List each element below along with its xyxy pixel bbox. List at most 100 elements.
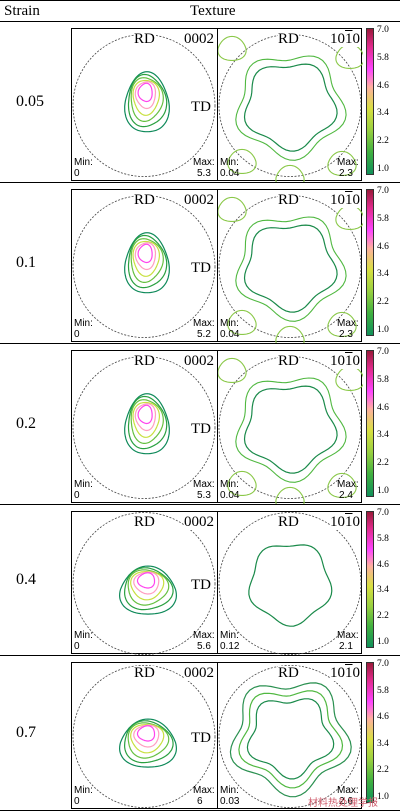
basal-contour-line	[137, 82, 153, 103]
max-label: Max:	[337, 157, 359, 168]
min-label: Min:	[220, 318, 239, 329]
basal-contour-line	[118, 565, 178, 615]
pole-index-bar: 1	[345, 192, 353, 208]
color-scale-tick: 4.6	[377, 712, 389, 723]
color-scale-bar	[366, 511, 374, 648]
strain-row: 0.1 RD 0002 TD RD 1010 Min: 0 Max: 5.2 Min: 0.04 Max…	[0, 183, 400, 344]
min-value: 0	[74, 796, 80, 807]
panel-divider	[217, 512, 218, 653]
min-label: Min:	[74, 318, 93, 329]
prismatic-contour-line	[243, 224, 338, 313]
color-scale-tick: 3.4	[377, 738, 389, 749]
pole-index-part: 10	[330, 353, 345, 369]
basal-pole-figure-outline	[72, 665, 216, 808]
pole-index-part: 10	[330, 192, 345, 208]
rd-label: RD	[278, 514, 299, 530]
pole-index-bar: 1	[345, 665, 353, 681]
color-scale-tick: 3.4	[377, 430, 389, 441]
prismatic-pole-label: 1010	[330, 515, 360, 530]
strain-row: 0.2 RD 0002 TD RD 1010 Min: 0 Max: 5.3 Min: 0.04 Max…	[0, 344, 400, 505]
prismatic-contour-line	[275, 164, 305, 182]
rd-label: RD	[278, 353, 299, 369]
basal-contour-line	[134, 242, 157, 271]
max-value: 2.3	[339, 168, 353, 179]
min-value: 0.04	[220, 329, 240, 340]
prismatic-contour-line	[227, 148, 257, 174]
prismatic-pole-label: 1010	[330, 32, 360, 47]
color-scale-tick: 2.2	[377, 611, 389, 622]
basal-contour-line	[118, 718, 178, 768]
basal-contour-line	[130, 238, 164, 283]
max-value: 5.3	[197, 168, 211, 179]
min-label: Min:	[220, 479, 239, 490]
min-value: 0	[74, 641, 80, 652]
color-scale-tick: 2.2	[377, 458, 389, 469]
max-label: Max:	[193, 157, 215, 168]
basal-contour-line	[136, 725, 156, 742]
td-label: TD	[191, 420, 211, 437]
prismatic-contour-line	[246, 698, 335, 780]
basal-contour-line	[132, 79, 160, 116]
basal-contour-line	[132, 401, 160, 438]
min-value: 0	[74, 168, 80, 179]
prismatic-contour-line	[235, 55, 347, 161]
min-label: Min:	[220, 785, 239, 796]
prismatic-contour-line	[243, 385, 338, 474]
color-scale-tick: 7.0	[377, 659, 389, 669]
pole-index-part: 10	[330, 31, 345, 47]
min-value: 0	[74, 329, 80, 340]
basal-contour-line	[124, 71, 170, 133]
prismatic-contour-line	[217, 357, 247, 383]
prismatic-contour-line	[248, 544, 333, 627]
min-label: Min:	[220, 157, 239, 168]
color-scale-tick: 4.6	[377, 80, 389, 91]
color-scale-tick: 5.8	[377, 213, 389, 224]
prismatic-pole-figure-outline	[218, 665, 362, 808]
prismatic-contour-line	[335, 204, 363, 230]
color-scale-tick: 1.0	[377, 637, 389, 647]
min-value: 0.03	[220, 796, 240, 807]
prismatic-contour-line	[227, 309, 257, 335]
color-scale-tick: 7.0	[377, 508, 389, 518]
pole-figure-graphics	[72, 665, 362, 808]
watermark: 材料热处理学报	[308, 798, 378, 809]
color-scale-tick: 4.6	[377, 559, 389, 570]
min-value: 0.04	[220, 490, 240, 501]
td-label: TD	[191, 98, 211, 115]
pole-index-part: 0	[352, 192, 361, 208]
rd-label: RD	[134, 353, 155, 369]
color-scale-tick: 5.8	[377, 374, 389, 385]
min-label: Min:	[74, 630, 93, 641]
rd-label: RD	[134, 31, 155, 47]
color-scale-tick: 7.0	[377, 186, 389, 196]
min-label: Min:	[220, 630, 239, 641]
basal-pole-label: 0002	[184, 353, 214, 369]
prismatic-contour-line	[335, 43, 363, 69]
basal-contour-line	[133, 724, 160, 748]
strain-value: 0.2	[16, 414, 36, 432]
pole-index-part: 0	[352, 31, 361, 47]
pole-index-part: 0	[352, 353, 361, 369]
max-label: Max:	[193, 479, 215, 490]
pole-figure-graphics	[72, 195, 363, 343]
td-label: TD	[191, 576, 211, 593]
basal-contour-line	[136, 572, 156, 589]
panel-divider	[217, 663, 218, 808]
prismatic-contour-line	[217, 35, 247, 61]
td-label: TD	[191, 259, 211, 276]
prismatic-pole-label: 1010	[330, 666, 360, 681]
basal-contour-line	[123, 567, 174, 611]
basal-contour-line	[130, 399, 164, 444]
basal-pole-label: 0002	[184, 514, 214, 530]
strain-value: 0.7	[16, 723, 36, 741]
basal-contour-line	[130, 77, 164, 122]
prismatic-contour-line	[327, 150, 357, 176]
panel-divider	[217, 351, 218, 502]
basal-contour-line	[137, 404, 153, 425]
texture-column-header: Texture	[190, 3, 236, 19]
pole-index-bar: 1	[345, 31, 353, 47]
prismatic-contour-line	[243, 63, 338, 152]
basal-contour-line	[132, 240, 160, 277]
max-value: 2.6	[339, 796, 353, 807]
strain-value: 0.05	[16, 92, 44, 110]
